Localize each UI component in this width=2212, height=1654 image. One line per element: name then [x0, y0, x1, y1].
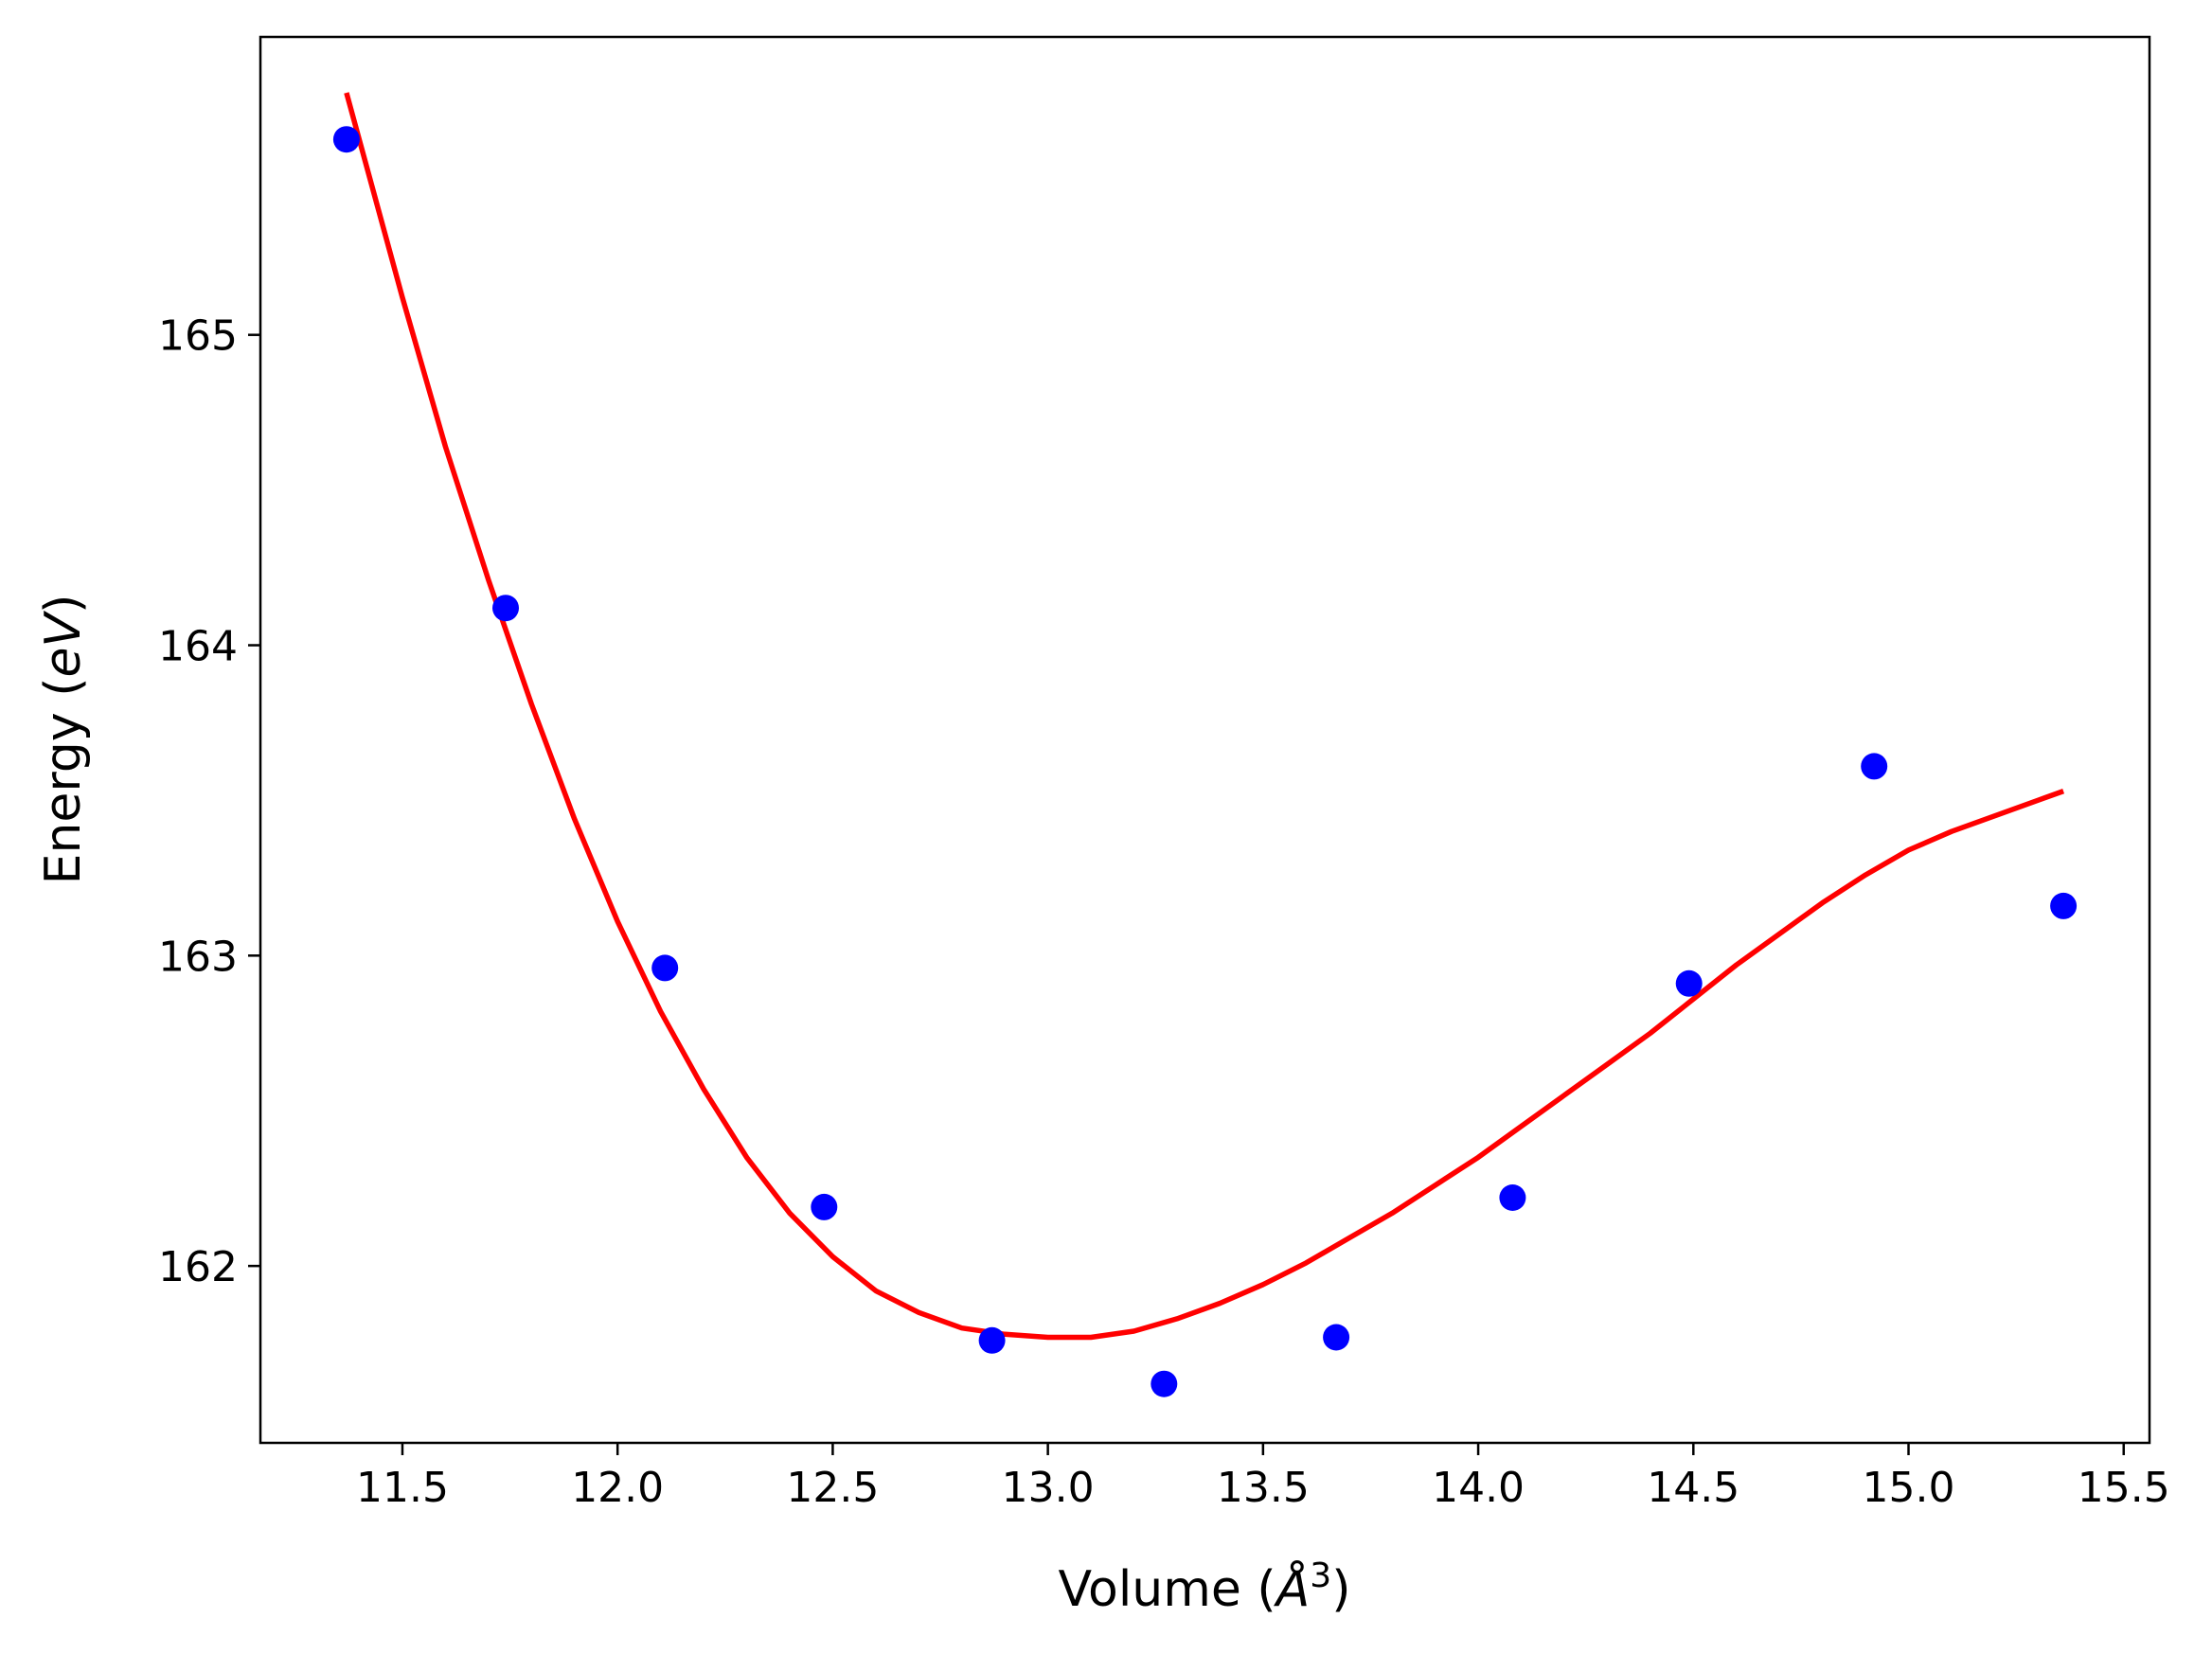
data-point — [978, 1326, 1006, 1354]
x-tick-label: 13.5 — [1217, 1464, 1310, 1512]
plot-area — [332, 92, 2078, 1397]
y-axis-ticks: 162 163 164 165 — [158, 312, 260, 1291]
x-axis-label: Volume (Å3) — [1059, 1556, 1351, 1618]
x-tick-label: 14.0 — [1432, 1464, 1525, 1512]
data-point — [651, 954, 679, 982]
x-tick-label: 12.0 — [571, 1464, 664, 1512]
axes-frame — [259, 35, 2151, 1445]
data-point — [1861, 753, 1888, 780]
x-tick-label: 14.5 — [1647, 1464, 1739, 1512]
x-tick-label: 13.0 — [1002, 1464, 1095, 1512]
y-tick-label: 164 — [158, 623, 238, 671]
data-point — [492, 595, 519, 622]
x-axis-ticks: 11.5 12.0 12.5 13.0 13.5 14.0 14.5 15.0 15.5 — [356, 1443, 2170, 1512]
x-tick-label: 11.5 — [356, 1464, 449, 1512]
y-tick-label: 162 — [158, 1243, 238, 1291]
y-axis-label: Energy (eV) — [35, 595, 92, 885]
x-tick-label: 12.5 — [786, 1464, 879, 1512]
x-tick-label: 15.5 — [2078, 1464, 2170, 1512]
x-tick-label: 15.0 — [1863, 1464, 1955, 1512]
data-point — [1151, 1370, 1178, 1397]
y-tick-label: 165 — [158, 312, 238, 361]
data-point — [811, 1193, 838, 1220]
data-point — [332, 126, 360, 153]
fit-curve-line — [344, 92, 2065, 1341]
data-point — [1499, 1184, 1526, 1211]
data-point — [2050, 892, 2078, 919]
data-point — [1675, 969, 1703, 997]
data-point — [1323, 1324, 1350, 1351]
y-tick-label: 163 — [158, 933, 238, 981]
